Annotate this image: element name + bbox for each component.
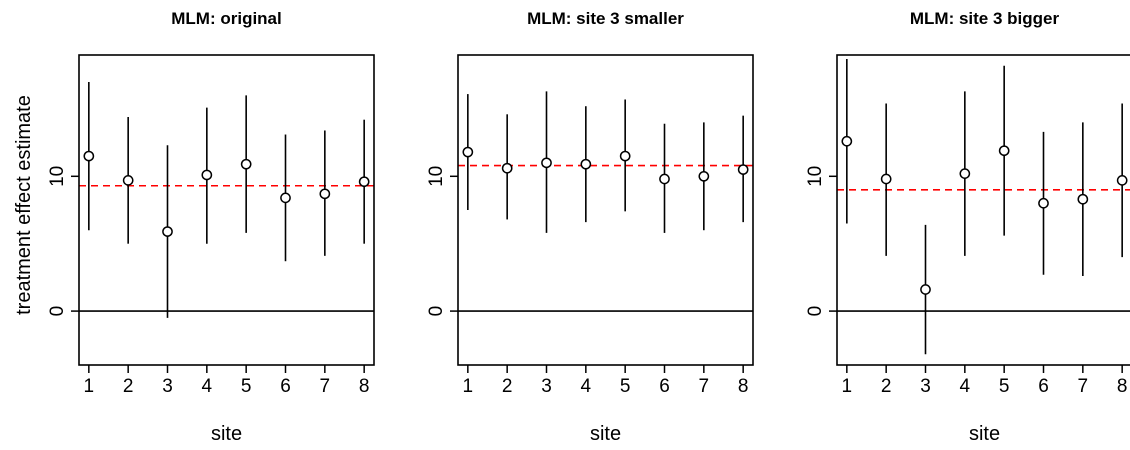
y-tick-label: 10 <box>426 166 447 187</box>
x-tick-label: 4 <box>581 376 592 397</box>
y-tick-label: 0 <box>47 306 68 317</box>
x-tick-label: 7 <box>320 376 331 397</box>
point-estimate <box>1038 197 1049 209</box>
x-tick-label: 6 <box>1038 376 1049 397</box>
x-tick-label: 4 <box>960 376 971 397</box>
x-tick-label: 2 <box>123 376 134 397</box>
panel-title: MLM: site 3 smaller <box>527 9 684 28</box>
y-tick-label: 10 <box>47 166 68 187</box>
point-estimate <box>122 174 134 186</box>
point-estimate <box>201 169 213 181</box>
point-estimate <box>659 173 670 185</box>
panel-title: MLM: original <box>171 9 281 28</box>
x-tick-label: 5 <box>241 376 252 397</box>
plot-frame <box>457 54 754 366</box>
point-estimate <box>501 162 513 174</box>
x-axis-title: site <box>590 423 621 445</box>
x-tick-label: 7 <box>699 376 710 397</box>
x-tick-label: 5 <box>620 376 631 397</box>
plot-frame <box>78 54 375 366</box>
point-estimate <box>580 158 592 170</box>
point-estimate <box>841 135 853 147</box>
x-axis-title: site <box>211 423 242 445</box>
x-tick-label: 5 <box>999 376 1010 397</box>
x-tick-label: 2 <box>502 376 513 397</box>
x-tick-label: 2 <box>881 376 892 397</box>
x-tick-label: 1 <box>842 376 853 397</box>
point-estimate <box>959 168 971 179</box>
x-tick-label: 7 <box>1078 376 1089 397</box>
plot-frame <box>836 54 1130 366</box>
point-estimate <box>240 158 252 170</box>
x-tick-label: 8 <box>1117 376 1128 397</box>
point-estimate <box>737 164 749 175</box>
point-estimate <box>998 145 1010 157</box>
x-tick-label: 3 <box>162 376 173 397</box>
x-tick-label: 3 <box>541 376 552 397</box>
point-estimate <box>698 170 710 182</box>
point-estimate <box>280 192 291 204</box>
point-estimate <box>920 284 931 295</box>
x-tick-label: 6 <box>659 376 670 397</box>
point-estimate <box>541 157 552 169</box>
x-tick-label: 3 <box>920 376 931 397</box>
y-tick-label: 0 <box>805 306 826 317</box>
y-tick-label: 10 <box>805 166 826 187</box>
point-estimate <box>880 173 892 185</box>
point-estimate <box>358 176 370 188</box>
panel-title: MLM: site 3 bigger <box>910 9 1060 28</box>
x-tick-label: 4 <box>202 376 213 397</box>
point-estimate <box>319 188 331 200</box>
x-tick-label: 1 <box>463 376 474 397</box>
y-tick-label: 0 <box>426 306 447 317</box>
x-axis-title: site <box>969 423 1000 445</box>
x-tick-label: 6 <box>280 376 291 397</box>
point-estimate <box>162 226 173 237</box>
point-estimate <box>1077 193 1089 205</box>
x-tick-label: 1 <box>84 376 95 397</box>
y-axis-title: treatment effect estimate <box>13 95 35 315</box>
x-tick-label: 8 <box>738 376 749 397</box>
x-tick-label: 8 <box>359 376 370 397</box>
point-estimate <box>83 150 95 162</box>
point-estimate <box>619 150 631 162</box>
point-estimate <box>462 146 474 158</box>
point-estimate <box>1116 174 1128 186</box>
